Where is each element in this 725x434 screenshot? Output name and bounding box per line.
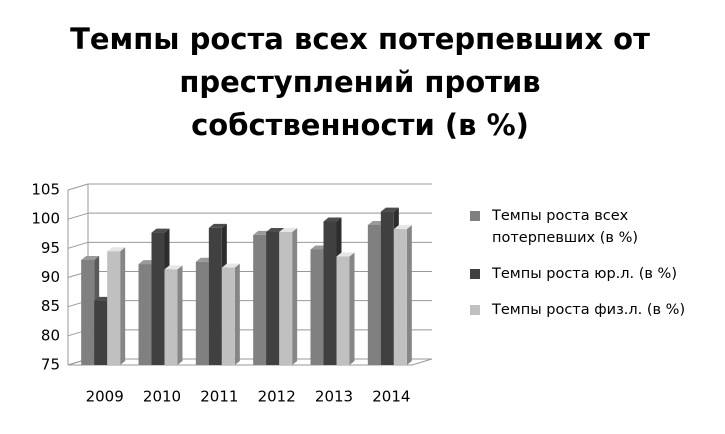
x-tick-label: 2014 xyxy=(372,388,410,406)
bar-side xyxy=(177,265,183,365)
bar-side xyxy=(349,252,355,365)
bar-front xyxy=(380,211,394,365)
bar-side xyxy=(406,225,412,365)
bar-front xyxy=(393,229,407,365)
bar-front xyxy=(107,251,121,365)
bar-front xyxy=(336,256,350,365)
y-tick-label: 100 xyxy=(31,210,60,228)
y-tick-label: 85 xyxy=(41,297,60,315)
x-tick-label: 2012 xyxy=(258,388,296,406)
bar-front xyxy=(151,232,165,365)
legend-label: Темпы роста всех потерпевших (в %) xyxy=(492,208,638,246)
bar xyxy=(221,263,240,365)
bar-side xyxy=(292,228,298,365)
legend-label: Темпы роста юр.л. (в %) xyxy=(492,266,677,282)
bar-front xyxy=(195,261,209,365)
bar-top xyxy=(164,265,183,270)
bar xyxy=(336,252,355,365)
bar-top xyxy=(380,207,399,212)
legend-item: Темпы роста всех потерпевших (в %) xyxy=(470,205,657,249)
x-tick-label: 2010 xyxy=(143,388,181,406)
bar-side xyxy=(120,247,126,365)
legend-item: Темпы роста юр.л. (в %) xyxy=(470,263,720,285)
bar-side xyxy=(234,263,240,365)
bar-top xyxy=(266,228,285,232)
legend: Темпы роста всех потерпевших (в %) Темпы … xyxy=(470,205,720,335)
bar-front xyxy=(323,221,337,365)
grid-line-side xyxy=(67,212,89,220)
bar xyxy=(279,228,298,365)
bar xyxy=(107,247,126,365)
bar-front xyxy=(367,225,381,365)
bar xyxy=(393,225,412,365)
bar-front xyxy=(279,232,293,365)
legend-item: Темпы роста физ.л. (в %) xyxy=(470,299,720,321)
y-tick-label: 75 xyxy=(41,356,60,374)
legend-swatch xyxy=(470,211,480,221)
x-tick-label: 2013 xyxy=(315,388,353,406)
grid-line-side xyxy=(67,241,89,249)
bar-front xyxy=(310,249,324,365)
legend-swatch xyxy=(470,269,480,279)
y-tick-label: 95 xyxy=(41,239,60,257)
bar xyxy=(164,265,183,365)
bar-top xyxy=(279,228,298,232)
bar-front xyxy=(253,234,267,365)
bar-top xyxy=(221,263,240,268)
bar-front xyxy=(208,227,222,365)
y-tick-label: 80 xyxy=(41,326,60,344)
x-tick-label: 2009 xyxy=(86,388,124,406)
bar-top xyxy=(208,223,227,228)
legend-label: Темпы роста физ.л. (в %) xyxy=(492,302,686,318)
grid-line-side xyxy=(67,183,89,191)
bar-top xyxy=(336,252,355,257)
bar-front xyxy=(94,300,108,365)
legend-swatch xyxy=(470,305,480,315)
bar-front xyxy=(221,267,235,365)
bar-top xyxy=(107,247,126,252)
bar-top xyxy=(323,217,342,222)
bar-top xyxy=(151,228,170,233)
bar-top xyxy=(393,225,412,230)
bar-front xyxy=(266,232,280,365)
y-tick-label: 105 xyxy=(31,181,60,199)
bar-top xyxy=(81,256,100,260)
bar-front xyxy=(81,260,95,365)
y-tick-label: 90 xyxy=(41,268,60,286)
x-tick-label: 2011 xyxy=(200,388,238,406)
chart-title: Темпы роста всех потерпевших от преступл… xyxy=(70,22,650,142)
bar-front xyxy=(138,264,152,365)
bar-front xyxy=(164,269,178,365)
